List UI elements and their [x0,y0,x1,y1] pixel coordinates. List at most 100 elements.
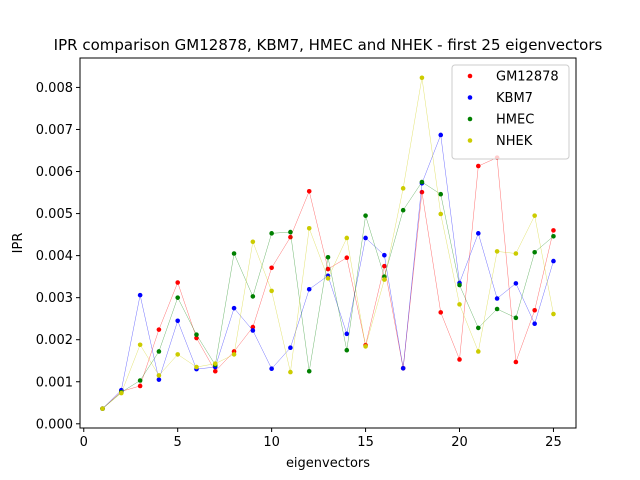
legend-label: HMEC [496,113,534,128]
data-point [137,383,143,389]
data-point [156,327,162,332]
data-point [513,359,519,365]
data-point [250,239,256,245]
data-point [476,231,481,236]
data-point [400,207,406,213]
data-point [250,324,256,330]
data-point [306,225,312,231]
data-point [438,211,444,217]
data-point [344,331,350,337]
data-point [551,311,556,317]
data-point [400,365,406,371]
data-point [231,305,237,311]
data-point [344,235,350,241]
data-point [269,231,274,236]
data-point [494,306,500,312]
data-point [532,307,537,313]
data-point [269,288,274,294]
y-tick-label: 0.000 [36,417,73,432]
x-axis: 0 5 10 15 20 25 [80,428,562,450]
data-point [119,390,124,396]
series-nhek [100,75,556,411]
series-hmec [100,179,556,411]
data-point [382,252,387,258]
data-point [100,406,105,411]
data-point [250,294,256,299]
data-point [137,292,143,298]
data-point [175,318,180,324]
data-point [212,368,218,374]
data-point [325,276,331,281]
y-tick-label: 0.001 [36,375,73,390]
data-point [344,347,350,353]
data-point [156,373,162,378]
data-point [513,281,519,286]
data-point [194,332,199,337]
y-tick-label: 0.003 [36,291,73,306]
legend-marker [467,116,473,122]
data-point [137,342,143,348]
data-point [363,213,368,218]
data-point [288,229,293,235]
data-point [363,344,368,349]
data-point [269,366,274,372]
data-point [513,251,519,256]
x-tick-label: 20 [451,435,468,450]
data-point [551,258,556,264]
data-point [494,296,500,301]
data-point [438,132,444,138]
data-point [532,213,537,218]
data-point [212,361,218,366]
data-point [476,325,481,331]
x-tick-label: 10 [263,435,280,450]
plot-area [100,75,556,411]
data-point [306,286,312,292]
y-tick-label: 0.004 [36,249,73,264]
legend-marker [467,138,473,143]
data-point [419,75,425,81]
data-point [231,251,237,256]
x-tick-label: 0 [80,435,88,450]
data-point [532,249,537,255]
data-point [325,266,331,272]
y-tick-label: 0.005 [36,207,73,222]
y-axis: 0.000 0.001 0.002 0.003 0.004 0.005 0.006 0.007… [36,81,80,432]
data-point [494,249,500,254]
data-point [419,189,425,195]
data-point [363,235,368,241]
y-tick-label: 0.008 [36,81,73,96]
y-tick-label: 0.006 [36,165,73,180]
data-point [156,349,162,354]
data-point [306,368,312,374]
data-point [306,188,312,194]
plot-frame [79,57,577,429]
y-tick-label: 0.007 [36,123,73,138]
data-point [476,163,481,169]
data-point [457,357,462,362]
data-point [438,191,444,197]
data-point [513,315,519,321]
x-axis-label: eigenvectors [286,456,370,471]
data-point [194,364,199,370]
data-point [551,233,556,239]
data-point [400,186,406,191]
data-point [175,280,180,285]
legend-marker [467,95,473,100]
x-tick-label: 5 [174,435,182,450]
data-point [457,282,462,288]
legend: GM12878 KBM7 HMEC NHEK [451,64,570,160]
data-point [288,345,293,350]
data-point [269,265,274,271]
x-tick-label: 15 [357,435,374,450]
data-point [250,328,256,333]
legend-box [451,64,570,160]
data-point [382,277,387,282]
legend-marker [467,73,473,79]
data-point [476,349,481,354]
legend-label: NHEK [496,134,533,149]
data-point [231,352,237,357]
data-point [156,377,162,382]
data-point [438,310,444,315]
data-point [457,302,462,307]
data-point [419,179,425,185]
